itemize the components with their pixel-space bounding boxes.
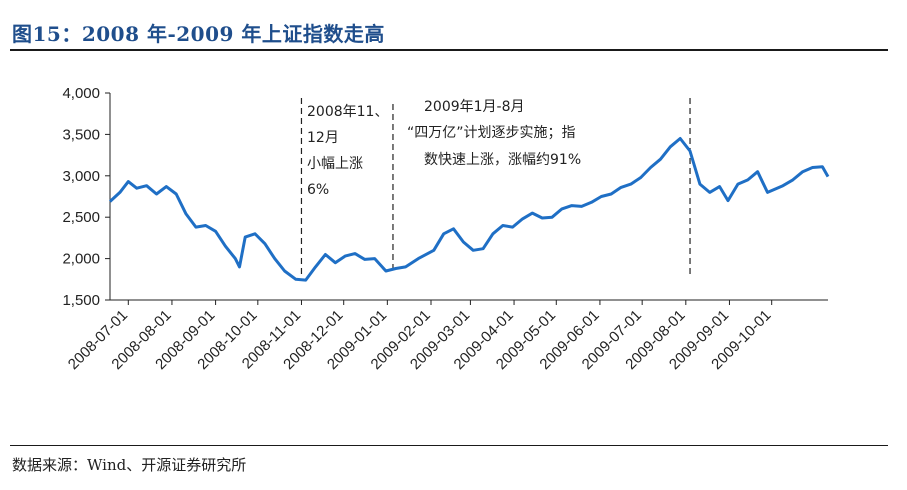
reference-lines <box>300 98 691 274</box>
annotation-2009-text: “四万亿”计划逐步实施；指 <box>407 125 576 141</box>
annotation-2009-text: 2009年1月-8月 <box>424 99 525 115</box>
annotation-2009-text: 数快速上涨，涨幅约91% <box>424 152 581 168</box>
annotation-2008-text: 小幅上涨 <box>307 156 363 172</box>
y-tick-label: 3,000 <box>62 168 100 185</box>
title-rule <box>10 49 888 51</box>
series-line <box>108 137 830 282</box>
annotation-2008-text: 6% <box>307 182 329 198</box>
annotation-2008-text: 12月 <box>307 130 339 146</box>
y-tick-label: 2,000 <box>62 251 100 268</box>
figure-title: 图15：2008 年-2009 年上证指数走高 <box>12 22 385 46</box>
y-tick-label: 1,500 <box>62 292 100 309</box>
annotation-2008-text: 2008年11、 <box>307 104 388 120</box>
y-tick-label: 4,000 <box>62 85 100 102</box>
y-tick-label: 3,500 <box>62 126 100 143</box>
source-rule <box>10 445 888 446</box>
y-tick-label: 2,500 <box>62 209 100 226</box>
source-note: 数据来源：Wind、开源证券研究所 <box>12 456 247 474</box>
